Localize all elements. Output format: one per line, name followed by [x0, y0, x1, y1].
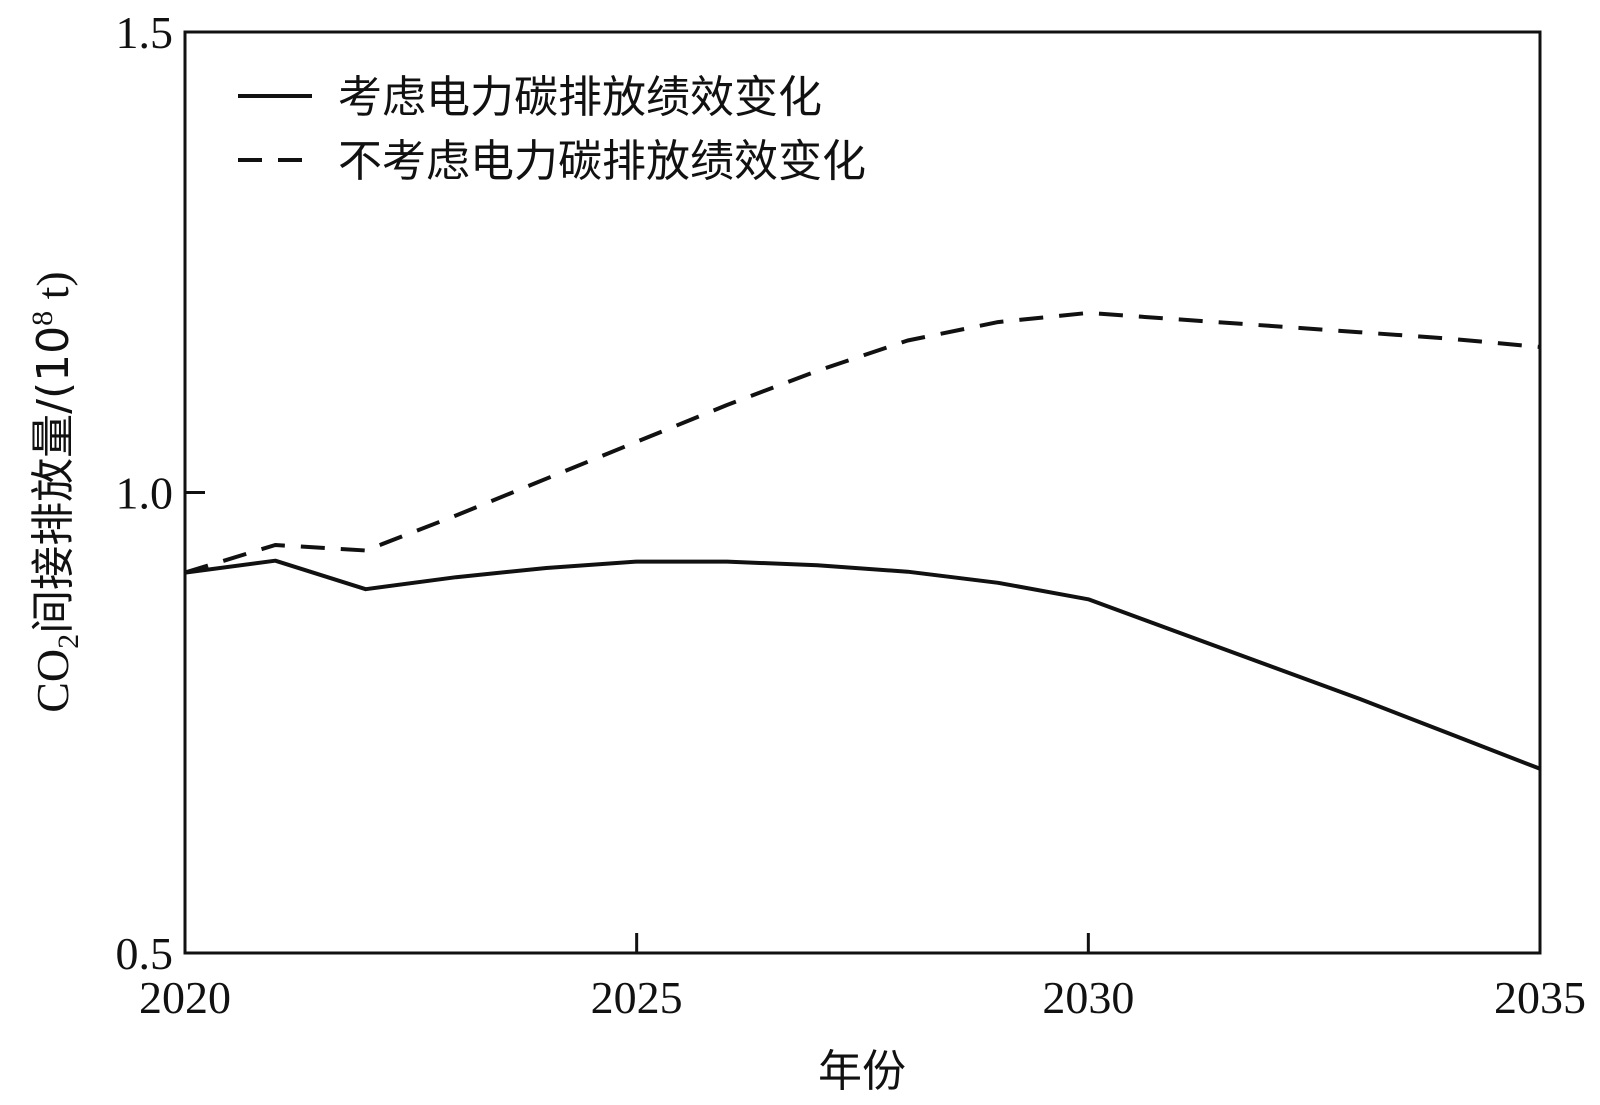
y-axis-title-unit: t) — [27, 271, 78, 311]
series-line-solid — [184, 558, 1541, 771]
series-line-dashed — [184, 310, 1541, 575]
y-axis-title-subscript: 2 — [52, 634, 85, 649]
y-axis-title: CO2间接排放量/(108 t) — [26, 271, 85, 713]
axis-ticks — [183, 30, 1542, 955]
legend-label-dashed: 不考虑电力碳排放绩效变化 — [338, 136, 866, 187]
y-tick-label: 0.5 — [116, 928, 174, 979]
y-axis-title-superscript: 8 — [26, 311, 59, 326]
x-tick-label: 2025 — [591, 972, 683, 1023]
y-axis-title-main: CO — [27, 649, 78, 713]
legend-label-solid: 考虑电力碳排放绩效变化 — [338, 72, 822, 123]
x-axis-title: 年份 — [818, 1046, 906, 1097]
y-axis-title-text: 间接排放量/(10 — [28, 326, 79, 634]
legend: 考虑电力碳排放绩效变化 不考虑电力碳排放绩效变化 — [238, 72, 866, 187]
x-tick-label: 2030 — [1042, 972, 1134, 1023]
x-tick-label: 2020 — [139, 972, 231, 1023]
series-lines — [184, 310, 1541, 771]
y-tick-label: 1.5 — [116, 7, 174, 58]
y-tick-label: 1.0 — [116, 468, 174, 519]
tick-labels: 2020 2025 2030 2035 0.5 1.0 1.5 — [116, 7, 1587, 1023]
x-tick-label: 2035 — [1494, 972, 1586, 1023]
